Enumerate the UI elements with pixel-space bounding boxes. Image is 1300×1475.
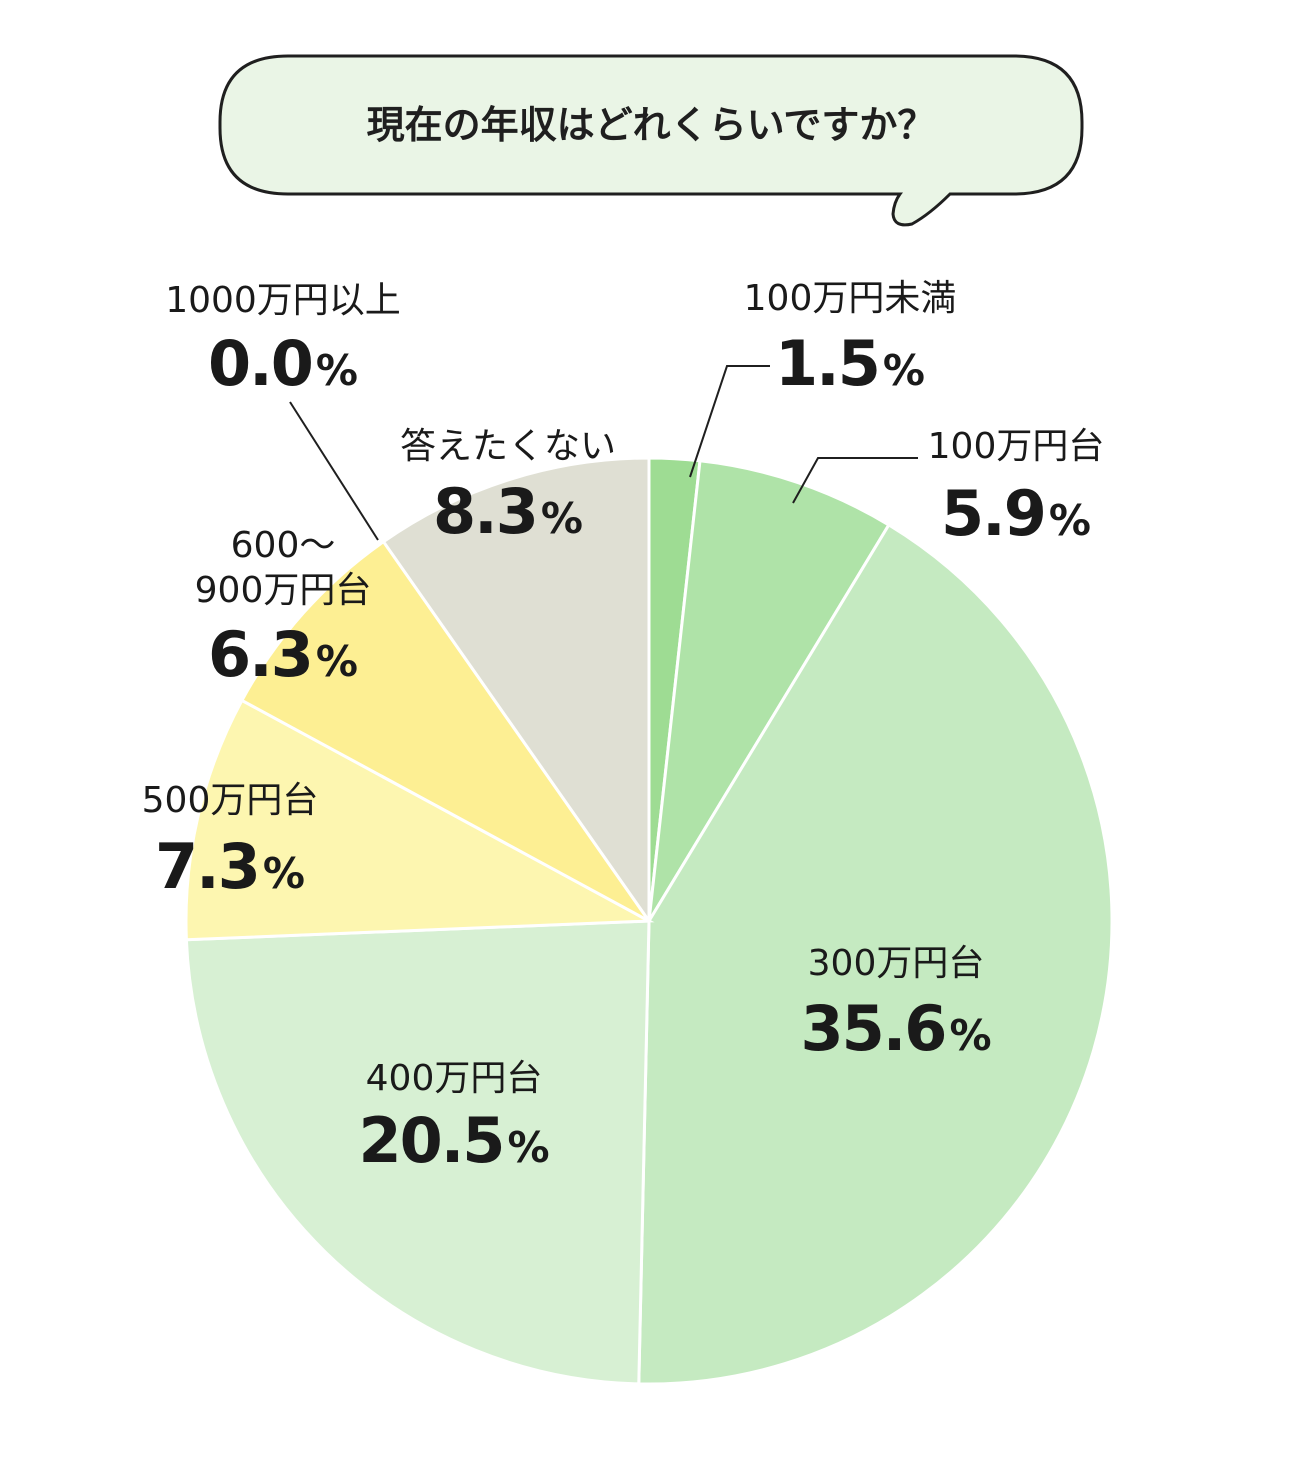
speech-bubble-shape — [218, 54, 1084, 227]
slice-labels: 100万円未満 1.5%100万円台 5.9% 300万円台 35.6% 400万円台 20… — [142, 278, 1105, 1177]
slice-label-group: 300万円台 35.6% — [800, 943, 991, 1065]
leader-line — [792, 457, 918, 504]
slice-label: 900万円台 — [195, 570, 372, 611]
slice-label: 1000万円以上 — [165, 280, 401, 321]
question-bubble: 現在の年収はどれくらいですか？ — [218, 54, 1084, 227]
leader-line — [289, 401, 379, 541]
slice-label-group: 答えたくない 8.3% — [400, 426, 616, 548]
slice-value-label: 35.6% — [800, 992, 991, 1065]
slice-label-group: 100万円未満 1.5% — [744, 278, 957, 400]
question-text: 現在の年収はどれくらいですか？ — [367, 103, 936, 147]
pie-slice — [637, 522, 1114, 1386]
slice-label: 100万円台 — [928, 426, 1105, 467]
slice-value-label: 7.3% — [155, 830, 305, 903]
slice-label: 500万円台 — [142, 780, 319, 821]
slice-label: 400万円台 — [366, 1058, 543, 1099]
slice-label-group: 100万円台 5.9% — [928, 426, 1105, 550]
slice-label: 100万円未満 — [744, 278, 957, 319]
slice-label-group: 1000万円以上 0.0% — [165, 280, 401, 400]
slice-value-label: 6.3% — [208, 618, 358, 691]
leader-line — [689, 365, 770, 478]
leader-lines — [289, 365, 918, 541]
pie-slice — [239, 539, 651, 923]
pie-slice — [184, 919, 651, 1386]
slice-label: 600～ — [231, 525, 336, 566]
slice-label-group: 400万円台 20.5% — [358, 1058, 549, 1177]
slice-value-label: 1.5% — [775, 327, 925, 400]
pie-slice — [647, 459, 891, 922]
pie-slice — [184, 698, 655, 942]
slice-label: 300万円台 — [808, 943, 985, 984]
pie-slice — [381, 456, 651, 926]
slice-value-label: 5.9% — [941, 477, 1091, 550]
pie-slices — [184, 456, 1114, 1386]
slice-value-label: 8.3% — [433, 475, 583, 548]
slice-label-group: 600～900万円台 6.3% — [195, 525, 372, 691]
slice-value-label: 0.0% — [208, 327, 358, 400]
slice-value-label: 20.5% — [358, 1104, 549, 1177]
slice-label: 答えたくない — [400, 426, 616, 467]
slice-label-group: 500万円台 7.3% — [142, 780, 319, 903]
